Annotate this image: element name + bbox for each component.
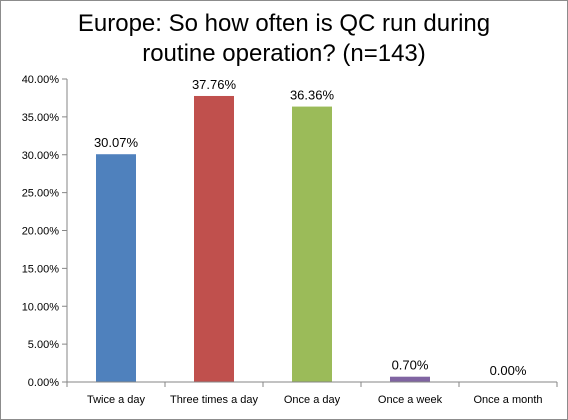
x-tick-label: Once a week bbox=[378, 394, 443, 406]
y-tick-label: 10.00% bbox=[22, 301, 60, 313]
data-label: 0.00% bbox=[490, 363, 527, 378]
chart-title-line-2: routine operation? (n=143) bbox=[142, 40, 426, 67]
data-label: 37.76% bbox=[192, 77, 237, 92]
x-tick-label: Three times a day bbox=[170, 394, 259, 406]
x-tick-label: Twice a day bbox=[87, 394, 146, 406]
y-tick-label: 35.00% bbox=[22, 112, 60, 124]
y-axis-ticks: 0.00% 5.00% 10.00% 15.00% 20.00% 25.00% 30.00%… bbox=[22, 74, 67, 389]
bar-once-a-week bbox=[390, 376, 430, 382]
y-tick-label: 0.00% bbox=[28, 377, 59, 389]
x-tick-label: Once a day bbox=[284, 394, 341, 406]
data-label: 0.70% bbox=[392, 358, 429, 373]
y-tick-label: 15.00% bbox=[22, 263, 60, 275]
x-tick-label: Once a month bbox=[473, 394, 542, 406]
data-labels: 30.07% 37.76% 36.36% 0.70% 0.00% bbox=[94, 77, 527, 378]
chart-title: Europe: So how often is QC run during ro… bbox=[78, 10, 490, 67]
y-tick-label: 25.00% bbox=[22, 188, 60, 200]
y-tick-label: 20.00% bbox=[22, 226, 60, 238]
chart-title-line-1: Europe: So how often is QC run during bbox=[78, 10, 490, 37]
bars bbox=[96, 95, 430, 382]
data-label: 30.07% bbox=[94, 135, 139, 150]
bar-once-a-day bbox=[292, 106, 332, 382]
x-axis-ticks: Twice a day Three times a day Once a day On… bbox=[66, 382, 558, 406]
data-label: 36.36% bbox=[290, 88, 335, 103]
y-tick-label: 30.00% bbox=[22, 150, 60, 162]
y-tick-label: 40.00% bbox=[22, 74, 60, 86]
y-tick-label: 5.00% bbox=[28, 339, 59, 351]
axes bbox=[66, 79, 557, 383]
bar-three-times-a-day bbox=[194, 95, 234, 382]
bar-twice-a-day bbox=[96, 154, 136, 382]
